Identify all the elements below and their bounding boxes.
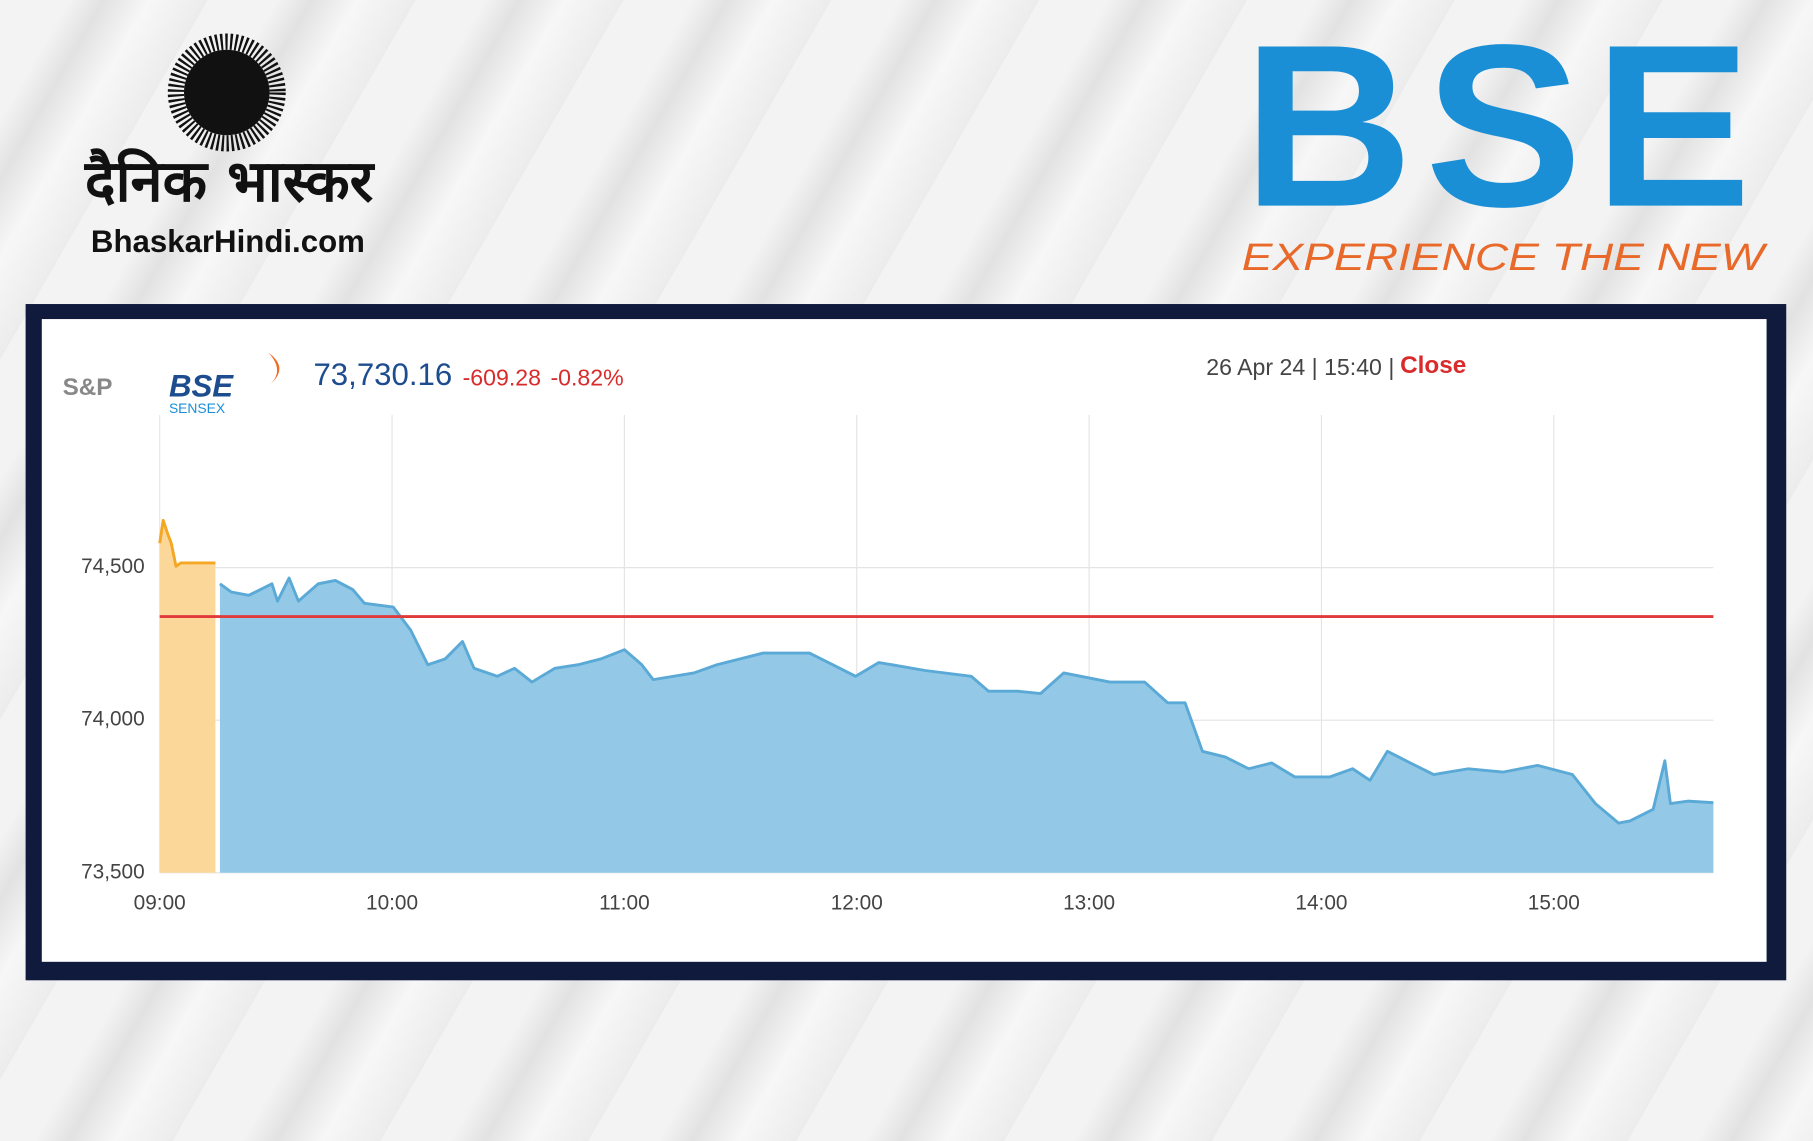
x-tick-label: 11:00 xyxy=(599,892,650,915)
index-exchange: BSE xyxy=(169,369,234,404)
x-tick-label: 12:00 xyxy=(831,892,883,915)
y-tick-label: 74,000 xyxy=(81,708,145,731)
publisher-name: दैनिक भास्कर xyxy=(84,147,376,215)
change: -609.28 xyxy=(463,364,541,390)
area-line xyxy=(158,518,216,568)
x-tick-label: 13:00 xyxy=(1063,892,1115,915)
exchange-logo: BSE xyxy=(1243,0,1763,255)
exchange-tagline: EXPERIENCE THE NEW xyxy=(1242,236,1768,279)
area-fill xyxy=(219,578,1714,873)
index-name: SENSEX xyxy=(169,400,225,416)
y-tick-label: 74,500 xyxy=(81,555,145,578)
logo-sun xyxy=(183,49,270,136)
area-line xyxy=(219,576,1714,825)
x-tick-label: 10:00 xyxy=(366,892,418,915)
x-tick-label: 09:00 xyxy=(134,892,186,915)
price: 73,730.16 xyxy=(313,357,452,392)
x-tick-label: 15:00 xyxy=(1528,892,1580,915)
index-flame xyxy=(268,352,280,384)
change-percent: -0.82% xyxy=(550,364,623,390)
logo-rays xyxy=(167,33,286,152)
x-tick-label: 14:00 xyxy=(1295,892,1347,915)
publisher-site: BhaskarHindi.com xyxy=(91,224,365,259)
timestamp: 26 Apr 24 | 15:40 | xyxy=(1206,354,1394,380)
index-provider: S&P xyxy=(63,374,113,401)
market-status: Close xyxy=(1400,352,1466,379)
area-fill xyxy=(159,520,216,873)
y-tick-label: 73,500 xyxy=(81,860,145,883)
